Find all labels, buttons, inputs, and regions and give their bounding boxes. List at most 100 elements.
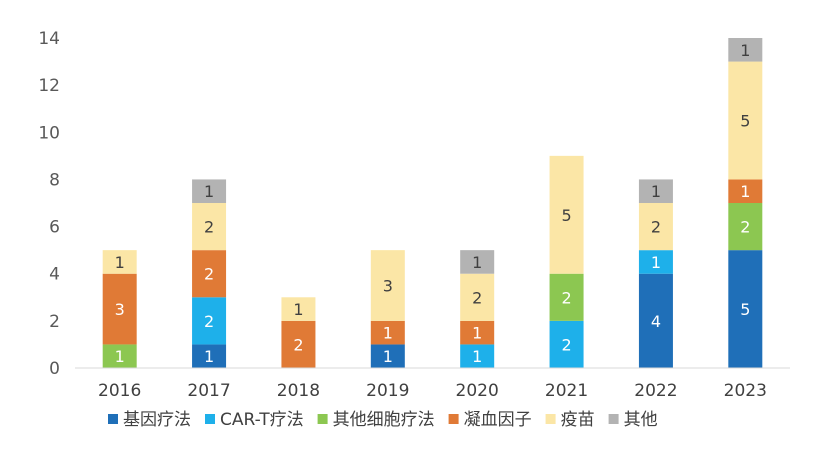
data-label: 2 (204, 218, 214, 237)
x-tick-label: 2018 (277, 381, 320, 401)
legend-item: 疫苗 (545, 410, 595, 430)
bar-segment (460, 250, 495, 274)
y-axis: 0 2 4 6 8 10 12 14 (38, 29, 60, 379)
bar-segment (192, 203, 227, 251)
bar-segment (728, 61, 763, 180)
bar-segment (460, 344, 495, 368)
bar-segment (638, 179, 673, 203)
bar-segment (102, 344, 137, 368)
data-label: 1 (115, 347, 125, 366)
bar-segment (638, 273, 673, 368)
legend-label: 凝血因子 (464, 410, 532, 430)
bar-segment (370, 250, 405, 321)
y-tick-label: 6 (49, 218, 60, 238)
bar-segment (281, 320, 316, 368)
y-tick-label: 12 (38, 76, 60, 96)
bar-segment (370, 344, 405, 368)
x-tick-label: 2019 (366, 381, 409, 401)
bar-segment (281, 297, 316, 321)
legend-label: 疫苗 (561, 410, 595, 430)
y-tick-label: 10 (38, 123, 60, 143)
data-label: 2 (472, 288, 482, 307)
data-label: 1 (472, 324, 482, 343)
bar-segment (460, 320, 495, 345)
data-label: 3 (115, 300, 125, 319)
data-label: 2 (293, 335, 303, 354)
data-label: 1 (472, 253, 482, 272)
legend-swatch (205, 414, 215, 424)
bar-stack: 1 2 2 2 1 (192, 179, 227, 368)
legend-swatch (317, 414, 328, 424)
y-tick-label: 14 (38, 29, 60, 49)
chart-legend: 基因疗法 CAR-T疗法 其他细胞疗法 凝血因子 疫苗 其他 (108, 410, 658, 430)
bar-stack: 1 3 1 (102, 250, 137, 368)
legend-swatch (108, 414, 118, 424)
bar-stack: 1 1 3 (370, 250, 405, 368)
x-tick-label: 2016 (98, 381, 141, 401)
legend-item: 基因疗法 (108, 410, 191, 430)
legend-swatch (448, 414, 459, 424)
legend-label: CAR-T疗法 (220, 410, 304, 430)
bar-stack: 21 (281, 297, 316, 368)
legend-item: 其他 (608, 410, 658, 430)
legend-item: 凝血因子 (448, 410, 532, 430)
legend-label: 其他 (624, 410, 658, 430)
data-label: 2 (204, 312, 214, 331)
bar-segment (370, 320, 405, 345)
bar-segment (102, 273, 137, 345)
legend-swatch (545, 414, 556, 424)
data-label: 3 (383, 277, 393, 296)
data-label: 2 (740, 218, 750, 237)
x-tick-label: 2017 (187, 381, 230, 401)
data-label: 5 (740, 300, 750, 319)
y-tick-label: 2 (49, 312, 60, 332)
legend-item: CAR-T疗法 (205, 410, 304, 430)
y-tick-label: 0 (49, 359, 60, 379)
bar-segment (728, 250, 763, 368)
bar-segment (638, 250, 673, 274)
data-label: 2 (651, 218, 661, 237)
data-label: 1 (383, 347, 393, 366)
data-label: 2 (561, 288, 571, 307)
data-label: 2 (204, 265, 214, 284)
x-axis: 2016 2017 2018 2019 2020 2021 2022 2023 (75, 367, 790, 401)
bar-segment (192, 179, 227, 203)
bar-segment (460, 273, 495, 321)
bar-segment (549, 320, 584, 368)
data-label: 1 (204, 182, 214, 201)
bar-segment (192, 297, 227, 345)
x-tick-label: 2022 (634, 381, 677, 401)
y-tick-label: 8 (49, 170, 60, 190)
data-label: 1 (740, 182, 750, 201)
bar-stack: 2 2 5 (549, 155, 584, 368)
bar-stack: 4 1 2 1 (638, 179, 673, 368)
x-tick-label: 2020 (456, 381, 499, 401)
bar-segment (102, 250, 137, 274)
data-label: 5 (561, 206, 571, 225)
data-label: 5 (740, 112, 750, 131)
bar-segment (728, 38, 763, 62)
legend-item: 其他细胞疗法 (317, 410, 435, 430)
data-label: 1 (651, 253, 661, 272)
bar-segment (728, 203, 763, 251)
x-tick-label: 2023 (724, 381, 767, 401)
bar-segment (192, 250, 227, 298)
data-label: 1 (740, 41, 750, 60)
data-label: 4 (651, 312, 661, 331)
y-tick-label: 4 (49, 265, 60, 285)
bar-stack: 1 1 2 1 (460, 250, 495, 368)
data-label: 1 (472, 347, 482, 366)
legend-label: 基因疗法 (123, 410, 191, 430)
bar-segment (638, 203, 673, 251)
bar-stack: 5 2 1 5 1 (728, 38, 763, 368)
data-label: 1 (115, 253, 125, 272)
bar-segment (549, 273, 584, 321)
data-label: 2 (561, 335, 571, 354)
data-label: 1 (293, 300, 303, 319)
bar-segment (549, 155, 584, 274)
legend-label: 其他细胞疗法 (333, 410, 435, 430)
data-label: 1 (204, 347, 214, 366)
